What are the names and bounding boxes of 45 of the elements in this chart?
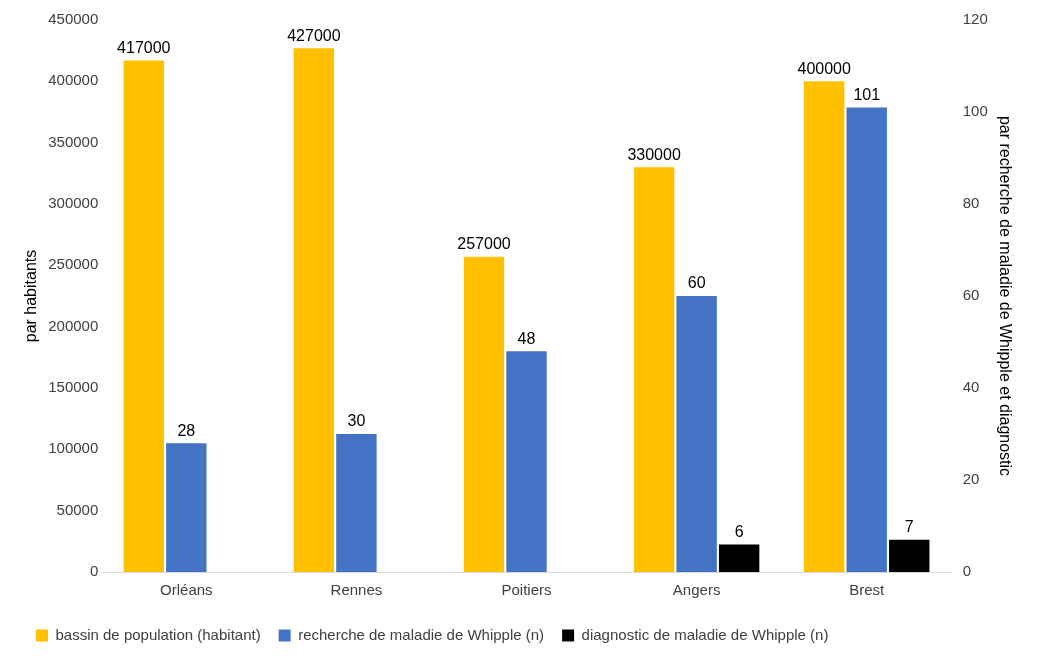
x-tick-label: Rennes <box>330 581 383 599</box>
y2-tick-label: 100 <box>962 102 988 120</box>
bar <box>293 48 335 572</box>
y-tick-label: 150000 <box>48 378 99 396</box>
y-tick-label: 0 <box>89 562 99 580</box>
y2-tick-label: 80 <box>962 194 980 212</box>
bar <box>889 539 930 572</box>
data-label: 30 <box>347 412 366 430</box>
y-tick-label: 400000 <box>48 71 99 89</box>
y-tick-label: 450000 <box>48 10 99 28</box>
x-tick-label: Poitiers <box>501 581 552 599</box>
bar <box>718 544 760 572</box>
y-tick-label: 50000 <box>56 500 99 518</box>
bar <box>166 443 207 572</box>
legend-label: recherche de maladie de Whipple (n) <box>298 625 545 643</box>
y-tick-label: 300000 <box>48 194 99 212</box>
data-label: 417000 <box>117 38 171 56</box>
data-label: 257000 <box>457 235 511 253</box>
y-axis-title: par habitants <box>22 249 40 343</box>
y2-tick-label: 120 <box>962 10 988 28</box>
y2-tick-label: 20 <box>962 470 980 488</box>
y2-axis-title: par recherche de maladie de Whipple et diagnostic <box>996 115 1014 477</box>
data-label: 48 <box>517 329 536 347</box>
y-tick-label: 350000 <box>48 132 99 150</box>
y-tick-label: 250000 <box>48 255 99 273</box>
data-label: 28 <box>177 421 196 439</box>
y2-tick-label: 0 <box>962 562 972 580</box>
bar <box>336 434 377 572</box>
y-tick-label: 200000 <box>48 316 99 334</box>
legend-label: diagnostic de maladie de Whipple (n) <box>581 625 829 643</box>
data-label: 7 <box>904 518 914 536</box>
y2-tick-label: 60 <box>962 286 980 304</box>
data-label: 6 <box>734 522 744 540</box>
data-label: 60 <box>687 274 706 292</box>
data-label: 330000 <box>627 145 681 163</box>
x-tick-label: Orléans <box>160 581 213 599</box>
legend-label: bassin de population (habitant) <box>55 625 261 643</box>
bar <box>123 60 164 572</box>
data-label: 427000 <box>287 26 341 44</box>
data-label: 400000 <box>797 59 851 77</box>
x-tick-label: Brest <box>849 581 886 599</box>
data-label: 101 <box>853 85 881 103</box>
y-tick-label: 100000 <box>48 439 99 457</box>
y2-tick-label: 40 <box>962 378 980 396</box>
x-tick-label: Angers <box>672 581 721 599</box>
